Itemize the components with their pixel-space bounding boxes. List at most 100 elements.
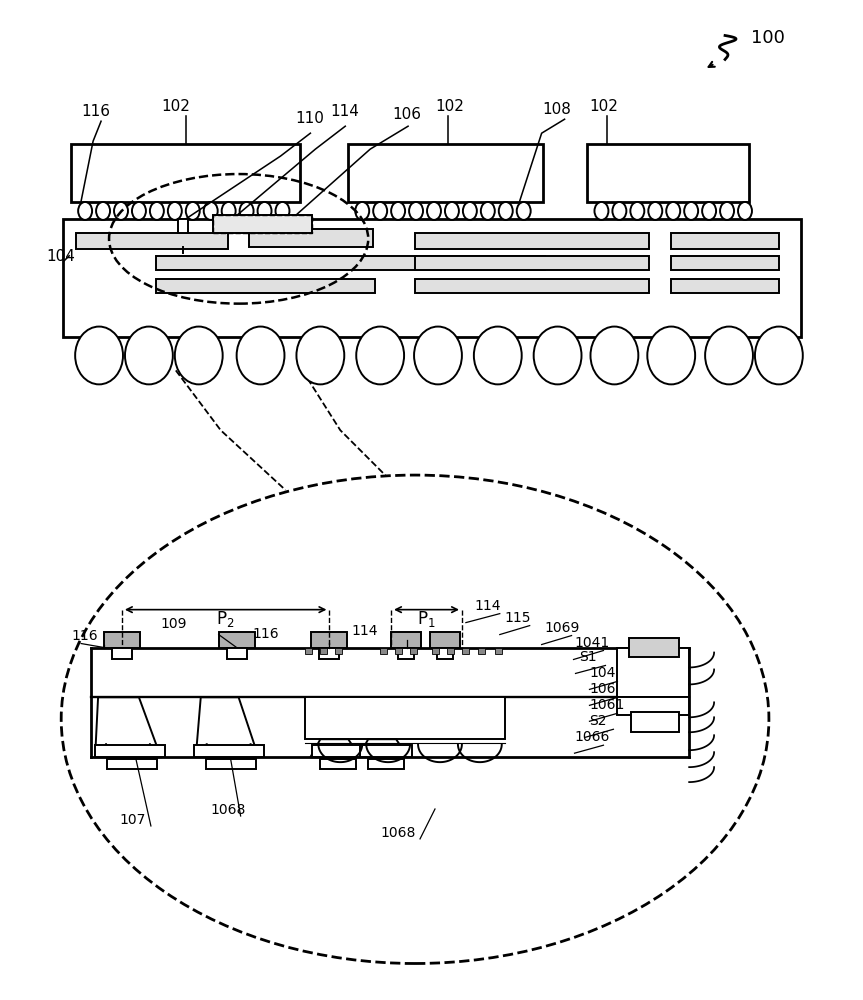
Bar (617, 648, 690, 697)
Ellipse shape (296, 327, 344, 384)
Ellipse shape (150, 202, 164, 220)
Ellipse shape (373, 202, 387, 220)
Bar (617, 697, 690, 715)
Bar (430, 632, 460, 648)
Text: 107: 107 (119, 813, 145, 827)
Text: 106: 106 (392, 107, 421, 122)
Bar (312, 745, 364, 757)
Bar (478, 648, 485, 654)
Text: 1069: 1069 (545, 621, 580, 635)
Text: 1041: 1041 (575, 636, 610, 650)
Polygon shape (358, 739, 408, 757)
Bar (107, 759, 157, 769)
Text: 116: 116 (253, 627, 280, 641)
Bar (410, 648, 417, 654)
Bar (494, 648, 501, 654)
Ellipse shape (222, 202, 236, 220)
Bar (432, 648, 439, 654)
Bar (212, 215, 312, 233)
Ellipse shape (755, 327, 803, 384)
Bar (671, 233, 779, 249)
Bar (415, 279, 649, 293)
Ellipse shape (595, 202, 608, 220)
Text: 106: 106 (589, 682, 616, 696)
Text: 116: 116 (81, 104, 110, 119)
Ellipse shape (590, 327, 639, 384)
Text: 1068: 1068 (211, 803, 246, 817)
Bar (227, 648, 247, 659)
Text: 1061: 1061 (589, 698, 625, 712)
Bar (63, 219, 801, 337)
Ellipse shape (666, 202, 680, 220)
Ellipse shape (114, 202, 128, 220)
Bar (391, 632, 421, 648)
Ellipse shape (481, 202, 494, 220)
Bar (632, 712, 679, 732)
Bar (218, 632, 255, 648)
Polygon shape (311, 739, 360, 757)
Ellipse shape (702, 202, 716, 220)
Ellipse shape (257, 202, 272, 220)
Text: 116: 116 (71, 629, 98, 643)
Ellipse shape (427, 202, 441, 220)
Ellipse shape (630, 202, 645, 220)
Ellipse shape (613, 202, 627, 220)
Bar (671, 279, 779, 293)
Text: S1: S1 (580, 650, 597, 664)
Bar (336, 648, 343, 654)
Ellipse shape (414, 327, 462, 384)
Bar (588, 144, 749, 202)
Text: 110: 110 (295, 111, 324, 126)
Ellipse shape (517, 202, 531, 220)
Ellipse shape (75, 327, 123, 384)
Bar (381, 648, 387, 654)
Bar (249, 229, 373, 247)
Ellipse shape (499, 202, 513, 220)
Text: 100: 100 (751, 29, 784, 47)
Ellipse shape (391, 202, 405, 220)
Polygon shape (196, 697, 259, 757)
Ellipse shape (474, 327, 522, 384)
Bar (320, 759, 356, 769)
Ellipse shape (684, 202, 698, 220)
Bar (212, 215, 312, 233)
Ellipse shape (356, 327, 404, 384)
Ellipse shape (79, 202, 92, 220)
Ellipse shape (738, 202, 752, 220)
Ellipse shape (186, 202, 199, 220)
Ellipse shape (236, 327, 285, 384)
Bar (312, 632, 347, 648)
Bar (112, 648, 132, 659)
Ellipse shape (175, 327, 223, 384)
Bar (415, 233, 649, 249)
Ellipse shape (445, 202, 459, 220)
Bar (104, 632, 140, 648)
Bar (319, 648, 339, 659)
Bar (629, 638, 679, 657)
Ellipse shape (275, 202, 289, 220)
Ellipse shape (648, 202, 662, 220)
Bar (76, 233, 228, 249)
Ellipse shape (533, 327, 582, 384)
Bar (462, 648, 469, 654)
Ellipse shape (409, 202, 423, 220)
Bar (447, 648, 454, 654)
Bar (306, 697, 505, 739)
Bar (349, 144, 543, 202)
Ellipse shape (96, 202, 110, 220)
Bar (71, 144, 300, 202)
Text: 104: 104 (589, 666, 616, 680)
Ellipse shape (204, 202, 217, 220)
Bar (205, 759, 255, 769)
Text: P$_2$: P$_2$ (217, 609, 235, 629)
Bar (415, 256, 649, 270)
Bar (395, 648, 402, 654)
Ellipse shape (132, 202, 146, 220)
Text: P$_1$: P$_1$ (417, 609, 436, 629)
Text: 114: 114 (351, 624, 378, 638)
Bar (398, 648, 414, 659)
Polygon shape (95, 697, 161, 757)
Text: 114: 114 (331, 104, 359, 119)
Bar (320, 648, 327, 654)
Bar (369, 759, 404, 769)
